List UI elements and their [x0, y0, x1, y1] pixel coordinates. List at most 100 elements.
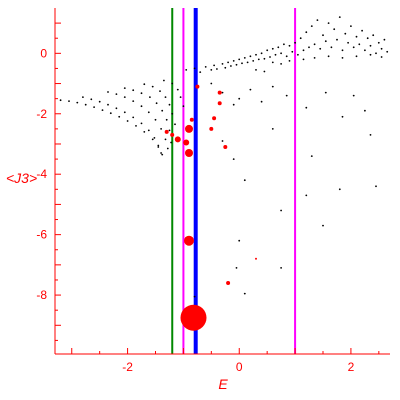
data-point	[341, 49, 344, 52]
data-point	[223, 145, 228, 149]
data-point	[341, 57, 344, 59]
data-point	[82, 96, 84, 98]
data-point	[179, 96, 182, 98]
data-point	[195, 84, 200, 89]
data-point	[291, 50, 294, 53]
data-point	[171, 82, 174, 85]
data-point	[123, 111, 126, 114]
data-point	[213, 64, 216, 67]
data-point	[216, 68, 218, 70]
data-points	[59, 16, 389, 331]
data-point	[327, 22, 330, 24]
data-point	[336, 38, 338, 41]
data-point	[174, 123, 176, 126]
data-point	[375, 185, 377, 188]
data-point	[84, 103, 87, 106]
data-point	[118, 115, 121, 118]
data-point	[185, 149, 193, 157]
data-point	[369, 134, 372, 136]
data-point	[164, 96, 167, 98]
data-point	[171, 112, 174, 115]
data-point	[238, 58, 241, 61]
data-point	[313, 43, 316, 46]
data-point	[271, 61, 274, 64]
data-point	[230, 65, 232, 67]
data-point	[210, 69, 213, 71]
data-point	[115, 93, 118, 95]
data-point	[170, 132, 175, 137]
data-point	[132, 116, 135, 119]
data-point	[333, 28, 336, 31]
data-point	[263, 70, 266, 73]
data-point	[199, 71, 202, 73]
data-point	[344, 32, 347, 35]
data-point	[193, 67, 196, 70]
data-point	[255, 53, 257, 56]
data-point	[185, 124, 193, 133]
data-point	[161, 109, 164, 112]
data-point	[319, 47, 322, 50]
data-point	[221, 91, 224, 94]
data-point	[238, 239, 241, 242]
data-point	[302, 58, 305, 61]
data-point	[126, 120, 129, 122]
data-point	[98, 100, 101, 103]
data-point	[157, 146, 160, 148]
data-point	[310, 155, 313, 158]
axes: -2 0 2 0 -2 -4 -6 -8	[36, 8, 390, 374]
data-point	[257, 58, 260, 61]
data-point	[232, 158, 235, 161]
data-point	[372, 34, 375, 37]
y-tick-label: -4	[36, 167, 47, 181]
data-point	[322, 34, 324, 37]
data-point	[151, 138, 154, 141]
data-point	[164, 129, 169, 134]
vertical-lines	[171, 8, 297, 354]
data-point	[154, 118, 157, 121]
data-point	[352, 46, 355, 49]
data-point	[361, 29, 363, 32]
data-point	[168, 129, 171, 132]
data-point	[310, 25, 313, 27]
data-point	[168, 103, 171, 106]
data-point	[232, 60, 235, 62]
data-point	[352, 94, 355, 97]
data-point	[115, 107, 118, 110]
data-point	[59, 99, 62, 102]
data-point	[330, 46, 333, 49]
data-point	[212, 116, 217, 121]
data-point	[280, 209, 282, 212]
data-point	[271, 85, 274, 88]
y-tick-label: 0	[40, 46, 47, 60]
data-point	[149, 96, 151, 98]
data-point	[252, 60, 255, 62]
data-point	[313, 57, 316, 59]
data-point	[204, 66, 207, 68]
data-point	[341, 115, 344, 118]
data-point	[180, 304, 207, 331]
data-point	[159, 90, 161, 92]
data-point	[380, 56, 383, 58]
data-point	[160, 152, 163, 154]
data-point	[386, 50, 389, 53]
data-point	[271, 127, 274, 130]
y-tick-label: -8	[36, 288, 47, 302]
data-point	[285, 55, 288, 58]
data-point	[140, 92, 143, 95]
data-point	[347, 41, 349, 44]
data-point	[355, 55, 358, 58]
data-point	[160, 127, 163, 130]
data-point	[140, 122, 143, 125]
data-point	[210, 82, 213, 85]
data-point	[123, 96, 126, 98]
data-point	[288, 44, 291, 47]
data-point	[294, 41, 296, 44]
data-point	[93, 106, 95, 108]
data-point	[147, 111, 150, 114]
data-point	[380, 47, 383, 50]
data-point	[375, 52, 377, 55]
data-point	[161, 153, 164, 156]
data-point	[316, 19, 319, 21]
data-point	[235, 267, 238, 269]
data-point	[350, 25, 352, 27]
